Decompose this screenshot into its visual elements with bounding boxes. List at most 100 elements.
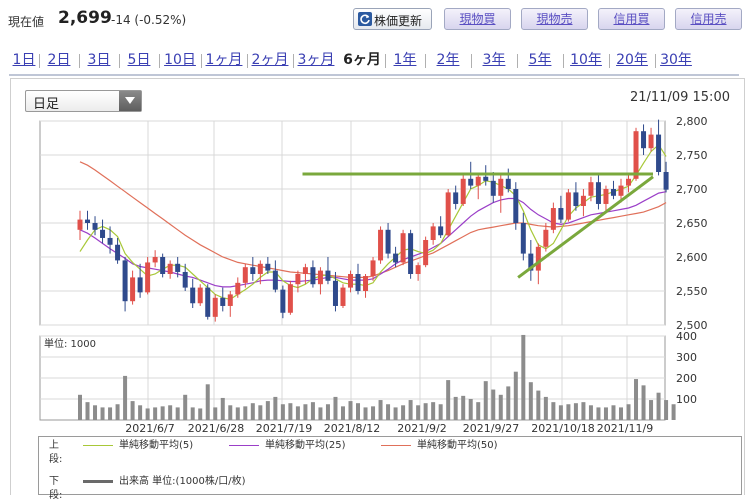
candle-body <box>633 131 639 179</box>
volume-bar <box>356 403 361 420</box>
tab-separator <box>293 54 294 68</box>
volume-bar <box>423 403 428 420</box>
interval-select[interactable]: 日足 <box>25 90 142 112</box>
volume-bar <box>543 396 548 420</box>
volume-bar <box>664 400 669 420</box>
volume-bar <box>78 394 82 420</box>
refresh-label: 株価更新 <box>374 14 423 28</box>
candle-body <box>197 287 203 304</box>
candle-body <box>648 134 654 149</box>
volume-bar <box>85 402 90 420</box>
x-tick-label: 2021/6/7 <box>125 422 174 435</box>
volume-bar <box>528 382 533 420</box>
price-value: 2,699 <box>58 8 112 28</box>
candle-body <box>445 192 451 236</box>
margin-buy-button[interactable]: 信用買 <box>598 8 665 30</box>
candle-body <box>317 270 323 285</box>
tab-period[interactable]: 2日 <box>47 52 71 68</box>
volume-bar <box>656 392 661 420</box>
candle-body <box>363 276 369 291</box>
tab-period[interactable]: 1ヶ月 <box>205 52 243 68</box>
price-change: -14 (-0.52%) <box>111 13 187 27</box>
candle-body <box>483 176 489 181</box>
legend-upper-label: 上段: <box>49 440 63 465</box>
legend-ma50: 単純移動平均(50) <box>417 440 498 451</box>
volume-bar <box>386 404 391 420</box>
candle-body <box>573 192 579 206</box>
tab-period[interactable]: 30年 <box>660 52 692 68</box>
volume-bar <box>378 400 383 420</box>
price-tick-label: 2,600 <box>676 251 708 264</box>
volume-bar <box>401 405 406 420</box>
candle-body <box>535 246 541 271</box>
volume-bar <box>220 397 225 420</box>
candle-body <box>340 287 346 306</box>
candle-body <box>250 267 256 274</box>
candle-body <box>115 244 121 261</box>
x-tick-label: 2021/10/18 <box>531 422 594 435</box>
candle-body <box>400 233 406 263</box>
volume-bar <box>235 407 240 420</box>
candle-body <box>408 233 414 274</box>
tab-separator <box>517 54 518 68</box>
candle-body <box>423 240 429 266</box>
tab-period[interactable]: 3年 <box>482 52 506 68</box>
tab-separator <box>563 54 564 68</box>
volume-bar <box>153 407 158 420</box>
tab-period[interactable]: 1年 <box>393 52 417 68</box>
tab-separator <box>39 54 40 68</box>
tab-period[interactable]: 5年 <box>528 52 552 68</box>
volume-bar <box>431 402 436 420</box>
cash-buy-button[interactable]: 現物買 <box>444 8 511 30</box>
legend-volume: 出来高 単位:(1000株/口/枚) <box>119 476 246 487</box>
refresh-icon <box>358 12 372 26</box>
volume-bar <box>318 407 323 420</box>
tab-period[interactable]: 10年 <box>570 52 602 68</box>
tab-period[interactable]: 10日 <box>164 52 196 68</box>
price-tick-label: 2,500 <box>676 319 708 332</box>
cash-sell-button[interactable]: 現物売 <box>521 8 588 30</box>
tab-period[interactable]: 3日 <box>87 52 111 68</box>
volume-bar <box>603 407 608 420</box>
refresh-price-button[interactable]: 株価更新 <box>353 8 432 30</box>
volume-bar <box>205 384 210 420</box>
candle-body <box>528 253 534 271</box>
volume-bar <box>295 406 300 420</box>
candle-body <box>505 178 511 189</box>
volume-tick-label: 400 <box>676 330 697 343</box>
tab-period[interactable]: 6ヶ月 <box>339 49 385 71</box>
volume-bar <box>626 404 631 420</box>
candle-body <box>122 260 128 302</box>
candle-body <box>385 229 391 254</box>
volume-bar <box>596 407 601 420</box>
volume-bar <box>115 404 120 420</box>
tab-period[interactable]: 5日 <box>127 52 151 68</box>
volume-bar <box>288 403 293 420</box>
volume-unit-label: 単位: 1000 <box>44 337 96 350</box>
tab-separator <box>119 54 120 68</box>
candle-body <box>310 267 316 285</box>
volume-bar <box>611 405 616 420</box>
volume-bar <box>453 396 458 420</box>
volume-tick-label: 300 <box>676 351 697 364</box>
volume-bar <box>581 402 586 420</box>
candle-body <box>212 297 218 317</box>
margin-sell-button[interactable]: 信用売 <box>675 8 742 30</box>
x-tick-label: 2021/8/12 <box>324 422 380 435</box>
tab-period[interactable]: 3ヶ月 <box>297 52 335 68</box>
candle-body <box>475 176 481 186</box>
candle-body <box>663 172 669 190</box>
volume-bar <box>566 404 571 420</box>
tab-period[interactable]: 20年 <box>616 52 648 68</box>
candle-body <box>415 265 421 274</box>
candle-body <box>603 189 609 204</box>
price-tick-label: 2,650 <box>676 217 708 230</box>
tab-period[interactable]: 1日 <box>12 52 36 68</box>
candle-body <box>588 182 594 196</box>
candle-body <box>235 282 241 295</box>
candle-body <box>543 229 549 247</box>
volume-bar <box>145 408 150 420</box>
tab-separator <box>609 54 610 68</box>
tab-period[interactable]: 2年 <box>436 52 460 68</box>
tab-period[interactable]: 2ヶ月 <box>251 52 289 68</box>
